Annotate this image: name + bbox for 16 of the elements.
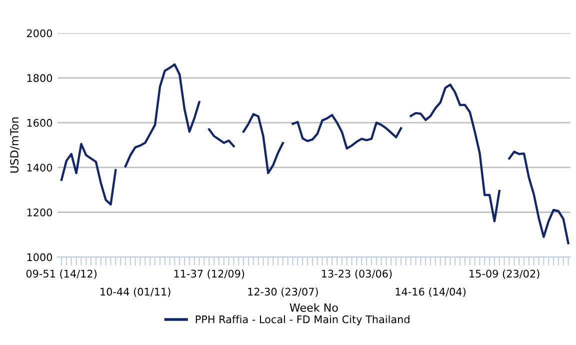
legend-label: PPH Raffia - Local - FD Main City Thailand: [196, 315, 410, 326]
y-tick-label: 1200: [27, 208, 52, 216]
y-tick-label: 1000: [27, 253, 52, 262]
x-tick-label: 13-23 (03/06): [322, 270, 392, 279]
x-tick-label: 11-37 (12/09): [174, 270, 244, 279]
y-tick-label: 2000: [26, 29, 52, 38]
y-tick-label: 1800: [27, 74, 52, 82]
x-tick-label: 12-30 (23/07): [248, 288, 318, 297]
x-tick-label: 14-16 (14/04): [396, 288, 466, 297]
y-axis-title: USD/mTon: [10, 117, 20, 173]
x-axis-title: Week No: [290, 303, 338, 312]
x-tick-label: 10-44 (01/11): [100, 288, 170, 297]
x-tick-label: 15-09 (23/02): [470, 270, 540, 279]
y-tick-label: 1400: [27, 164, 52, 172]
x-tick-label: 09-51 (14/12): [26, 270, 97, 279]
y-tick-label: 1600: [27, 118, 52, 127]
